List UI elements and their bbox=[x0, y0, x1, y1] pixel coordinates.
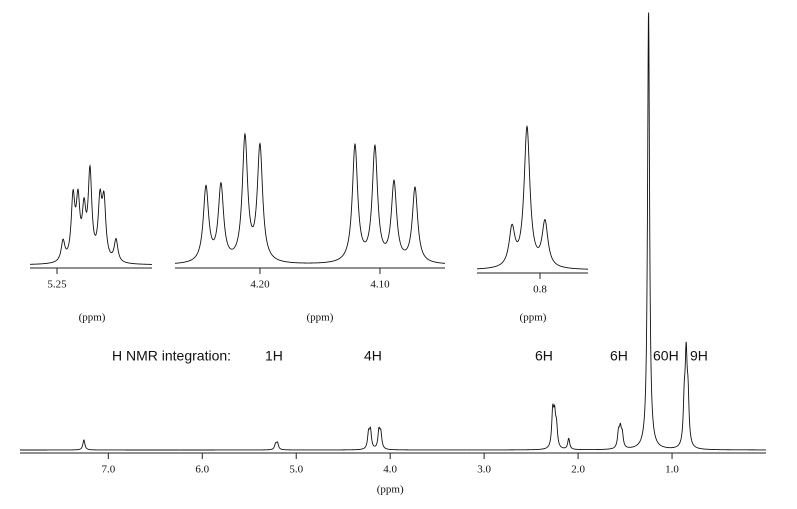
spectrum-peak bbox=[276, 441, 323, 451]
spectrum-peak bbox=[94, 188, 103, 236]
spectrum-peak bbox=[618, 422, 622, 428]
spectrum-peak bbox=[666, 366, 686, 449]
integration-label: 6H bbox=[610, 348, 628, 364]
x-tick-label: 3.0 bbox=[477, 464, 491, 476]
x-tick-label: 7.0 bbox=[101, 464, 115, 476]
x-tick-label: 5.0 bbox=[289, 464, 303, 476]
spectrum-peak bbox=[404, 186, 446, 264]
spectrum-peak bbox=[686, 364, 766, 451]
integration-label: 60H bbox=[653, 348, 679, 364]
x-axis-label: (ppm) bbox=[307, 312, 334, 324]
integration-label: 9H bbox=[690, 348, 708, 364]
spectrum-peak bbox=[174, 184, 214, 264]
spectrum-peak bbox=[364, 144, 385, 244]
x-axis-label: (ppm) bbox=[377, 484, 404, 496]
spectrum-peak bbox=[466, 403, 555, 451]
spectrum-peak bbox=[369, 426, 375, 447]
spectrum-peak bbox=[20, 439, 180, 451]
integration-label: 4H bbox=[364, 348, 382, 364]
x-tick-label: 0.8 bbox=[533, 284, 547, 296]
integration-label: 1H bbox=[265, 348, 283, 364]
spectrum-peak bbox=[535, 218, 588, 270]
x-tick-label: 6.0 bbox=[195, 464, 209, 476]
spectrum-peak bbox=[307, 142, 365, 264]
spectrum-peak bbox=[80, 196, 88, 220]
x-tick-label: 2.0 bbox=[571, 464, 585, 476]
spectrum-peak bbox=[593, 426, 620, 451]
x-tick-label: 4.20 bbox=[250, 279, 270, 291]
spectrum-peak bbox=[101, 189, 111, 252]
spectrum-peak bbox=[213, 181, 234, 250]
spectrum-peak bbox=[374, 426, 381, 447]
x-axis-label: (ppm) bbox=[520, 312, 547, 324]
spectrum-peak bbox=[519, 125, 537, 246]
x-tick-label: 5.25 bbox=[47, 279, 67, 291]
spectrum-peak bbox=[252, 142, 308, 264]
spectrum-peak bbox=[86, 164, 96, 236]
spectrum-peak bbox=[476, 223, 520, 270]
spectrum-peak bbox=[553, 404, 556, 415]
spectrum-peak bbox=[75, 188, 82, 219]
spectrum-peak bbox=[635, 12, 667, 448]
spectrum-peak bbox=[562, 437, 594, 451]
spectrum-peak bbox=[384, 179, 405, 251]
spectrum-peak bbox=[379, 428, 467, 451]
spectrum-peak bbox=[109, 237, 152, 265]
x-axis-label: (ppm) bbox=[79, 312, 106, 324]
spectrum-peak bbox=[29, 238, 69, 265]
spectrum-peak bbox=[232, 132, 253, 250]
x-tick-label: 4.10 bbox=[370, 279, 390, 291]
x-tick-label: 1.0 bbox=[665, 464, 679, 476]
x-tick-label: 4.0 bbox=[383, 464, 397, 476]
spectrum-peak bbox=[67, 188, 76, 248]
spectrum-peak bbox=[555, 414, 563, 449]
spectrum-peak bbox=[620, 427, 636, 448]
integration-label: H NMR integration: bbox=[112, 348, 231, 364]
spectrum-peak bbox=[179, 442, 277, 451]
spectrum-peak bbox=[684, 341, 688, 367]
integration-label: 6H bbox=[535, 348, 553, 364]
spectrum-peak bbox=[323, 428, 370, 451]
